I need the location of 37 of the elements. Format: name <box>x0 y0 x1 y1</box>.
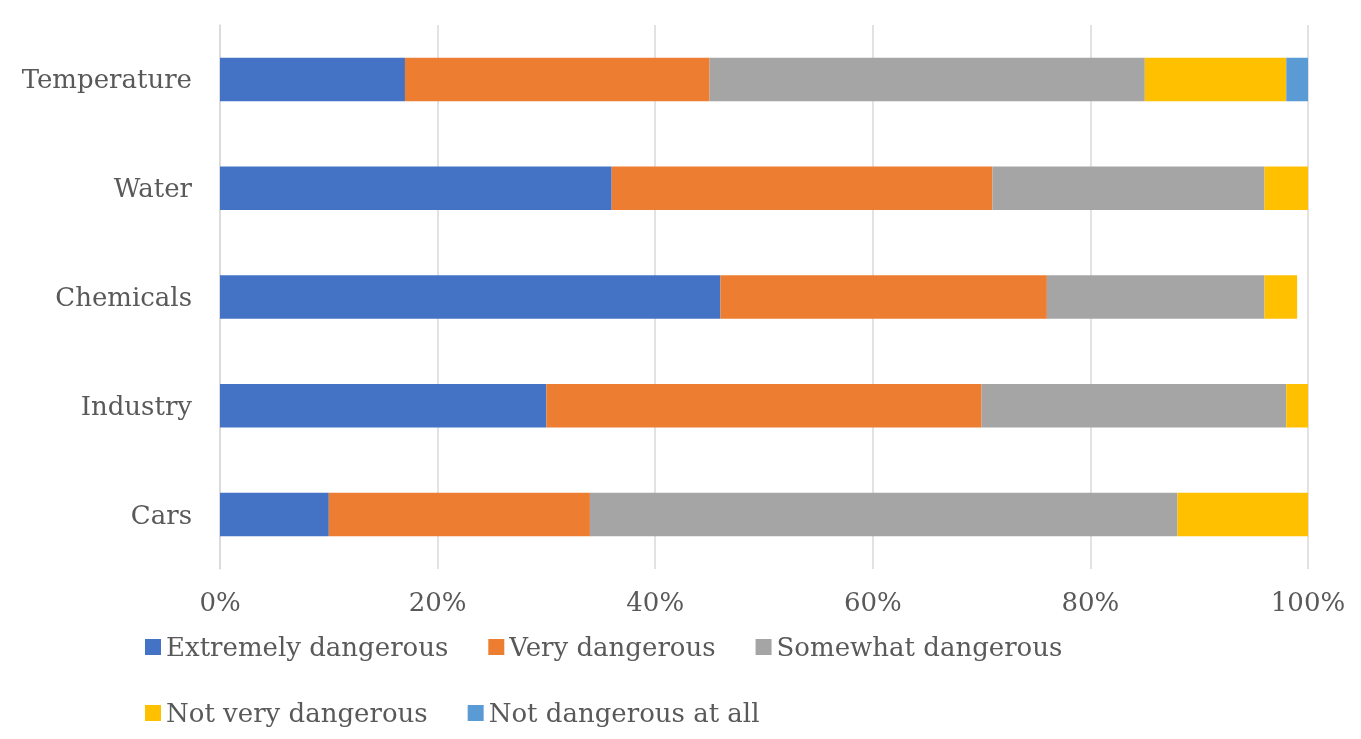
bar <box>709 57 1145 102</box>
bar <box>220 57 405 102</box>
bar <box>328 492 590 537</box>
bar <box>1046 275 1265 319</box>
legend-label: Not dangerous at all <box>488 698 760 728</box>
x-tick-label: 40% <box>626 587 685 617</box>
bar <box>1264 166 1308 210</box>
legend-label: Somewhat dangerous <box>776 632 1063 662</box>
y-tick-label: Temperature <box>21 64 192 95</box>
bar <box>1144 57 1287 102</box>
bar <box>220 384 547 428</box>
bar <box>220 492 329 537</box>
bar <box>220 275 721 319</box>
x-tick-label: 20% <box>408 587 467 617</box>
x-tick-label: 100% <box>1270 587 1346 617</box>
bar <box>220 166 612 210</box>
y-tick-label: Cars <box>130 499 192 530</box>
y-tick-label: Chemicals <box>55 282 192 312</box>
x-tick-label: 0% <box>199 587 241 617</box>
legend-label: Very dangerous <box>508 632 716 662</box>
bar <box>720 275 1047 319</box>
bar <box>1286 384 1308 428</box>
bar <box>404 57 710 102</box>
legend-label: Extremely dangerous <box>166 632 449 662</box>
bar <box>1177 492 1308 537</box>
bar <box>1286 57 1308 102</box>
bar <box>981 384 1287 428</box>
bar <box>546 384 982 428</box>
legend-label: Not very dangerous <box>166 698 428 728</box>
bar <box>992 166 1265 210</box>
x-tick-label: 60% <box>843 587 902 617</box>
bar <box>1264 275 1298 319</box>
y-tick-label: Industry <box>80 390 193 421</box>
bar <box>611 166 993 210</box>
x-tick-label: 80% <box>1061 587 1120 617</box>
y-tick-label: Water <box>113 173 193 204</box>
bar <box>589 492 1178 537</box>
